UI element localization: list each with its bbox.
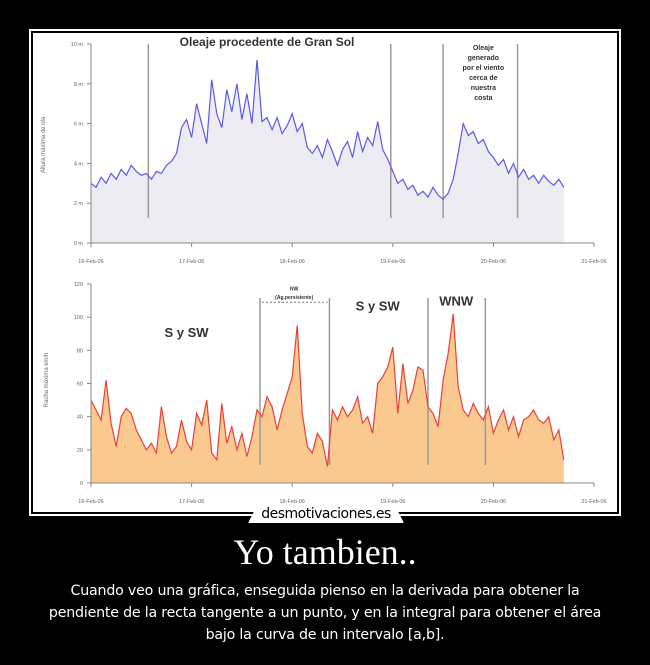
charts-svg: 0 m 2 m 4 m 6 m 8 m 10 m 16-Feb-06 17-Feb-06 18-… (41, 35, 607, 505)
x-tick-label: 18-Feb-06 (280, 259, 305, 265)
x-tick-label: 21-Feb-06 (581, 499, 606, 505)
y-tick-label: 0 m (74, 241, 84, 247)
poster-caption: Cuando veo una gráfica, enseguida pienso… (48, 583, 602, 643)
annotation-label: nuestra (471, 85, 496, 92)
y-axis-label: Altura máxima de ola (41, 116, 47, 173)
wave-height-chart-area (91, 59, 564, 244)
wave-height-chart-line (90, 59, 565, 201)
x-tick-label: 17-Feb-06 (179, 259, 204, 265)
wind-gust-chart-area (91, 313, 564, 483)
x-tick-label: 16-Feb-06 (78, 499, 103, 505)
y-tick-label: 120 (74, 282, 83, 288)
annotation-label: cerca de (469, 75, 498, 82)
x-tick-label: 19-Feb-06 (380, 499, 405, 505)
y-tick-label: 20 (77, 448, 83, 454)
annotation-label: Oleaje (473, 45, 494, 52)
x-tick-label: 17-Feb-06 (179, 499, 204, 505)
wind-gust-chart-line (90, 313, 565, 467)
x-tick-label: 20-Feb-06 (481, 259, 506, 265)
chart-image: 0 m 2 m 4 m 6 m 8 m 10 m 16-Feb-06 17-Feb-06 18-… (33, 33, 617, 512)
y-tick-label: 100 (74, 315, 83, 321)
x-tick-label: 19-Feb-06 (380, 259, 405, 265)
y-tick-label: 8 m (74, 82, 84, 88)
x-tick-label: 18-Feb-06 (280, 499, 305, 505)
y-axis-label: Racha máxima km/h (44, 353, 50, 408)
y-tick-label: 40 (77, 415, 83, 421)
x-tick-label: 21-Feb-06 (581, 259, 606, 265)
y-tick-label: 0 (80, 481, 83, 487)
annotation-label: WNW (439, 294, 474, 309)
y-tick-label: 4 m (74, 161, 84, 167)
y-tick-label: 60 (77, 382, 83, 388)
poster-title: Yo tambien.. (233, 532, 417, 572)
annotation-label: costa (474, 95, 492, 102)
y-tick-label: 6 m (74, 122, 84, 128)
annotation-label: Oleaje procedente de Gran Sol (180, 35, 355, 49)
x-tick-label: 20-Feb-06 (481, 499, 506, 505)
y-tick-label: 2 m (74, 201, 84, 207)
annotation-label: por el viento (463, 65, 505, 72)
y-tick-label: 10 m (71, 42, 84, 48)
watermark-logo: desmotivaciones.es (248, 505, 404, 523)
x-tick-label: 16-Feb-06 (78, 259, 103, 265)
annotation-label: (Ag.persistente) (275, 295, 313, 301)
annotation-label: NW (290, 287, 299, 293)
annotation-label: S y SW (356, 299, 401, 314)
annotation-label: generado (468, 55, 500, 62)
annotation-label: S y SW (165, 325, 210, 340)
y-tick-label: 80 (77, 348, 83, 354)
